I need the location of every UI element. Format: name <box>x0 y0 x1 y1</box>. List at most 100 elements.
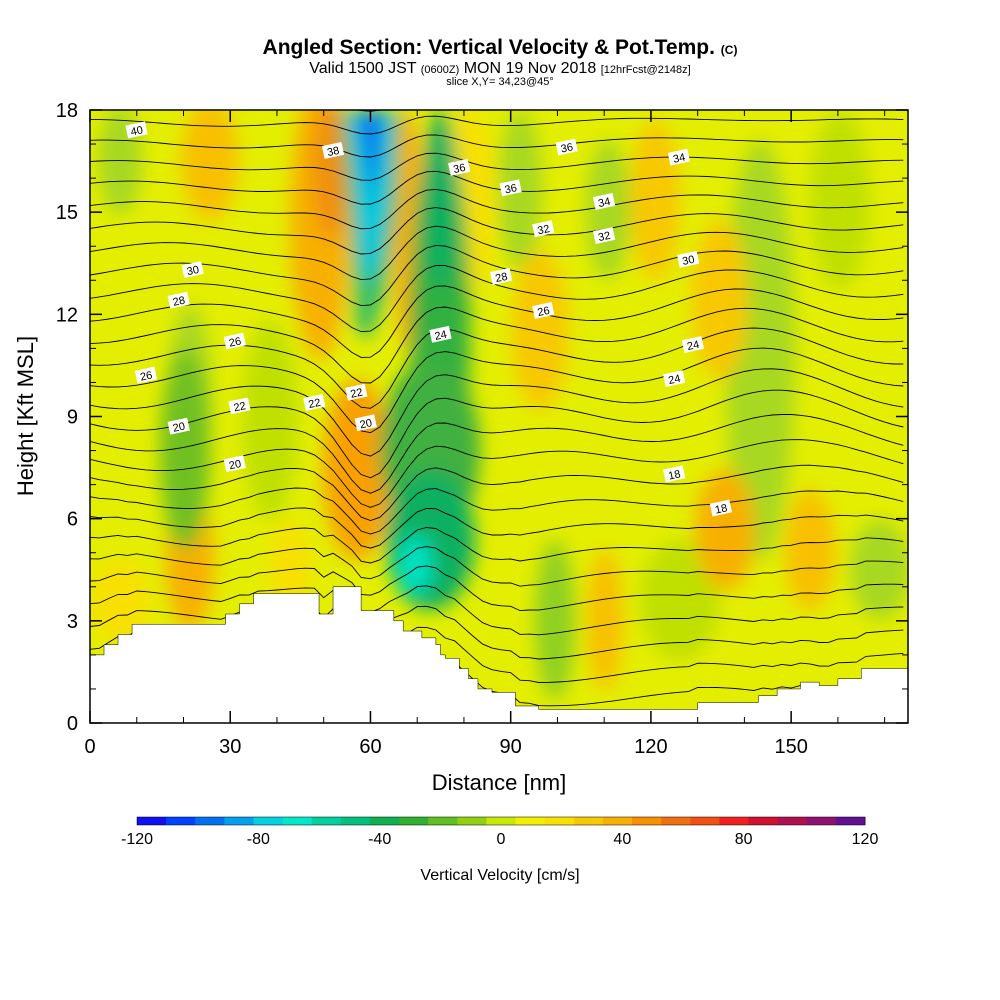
y-tick-label: 0 <box>67 713 78 735</box>
contour-label: 20 <box>354 414 377 432</box>
contour-label-bg <box>490 267 513 285</box>
colorbar-swatch <box>195 817 225 825</box>
chart-title-unit: (C) <box>720 43 738 57</box>
y-tick-label: 3 <box>67 611 78 633</box>
contour-label-bg <box>555 138 578 156</box>
theta-contour-line <box>90 546 904 587</box>
contour-label-text: 24 <box>686 339 700 353</box>
contour-label-bg <box>345 383 368 401</box>
contour-label: 36 <box>499 179 522 196</box>
colorbar-swatch <box>282 817 313 825</box>
theta-contour-line <box>90 414 904 494</box>
contour-label-text: 20 <box>172 421 186 435</box>
colorbar-swatch <box>719 817 749 825</box>
contour-label: 26 <box>134 366 158 384</box>
contour-label-text: 32 <box>536 223 550 237</box>
contour-label-bg <box>681 336 705 353</box>
colorbar-tick-label: -120 <box>121 831 153 848</box>
theta-contour-line <box>90 78 903 89</box>
contour-label-text: 28 <box>494 271 508 285</box>
contour-label-bg <box>223 455 246 473</box>
colorbar-swatch <box>486 817 516 825</box>
colorbar-swatch <box>544 817 575 825</box>
contour-label-bg <box>532 220 555 238</box>
theta-contour-line <box>90 134 904 158</box>
theta-contour-line <box>90 527 904 564</box>
contour-label-text: 40 <box>130 124 144 138</box>
contour-label: 22 <box>303 393 326 411</box>
contour-label-text: 18 <box>714 502 728 516</box>
colorbar-tick-label: -40 <box>368 831 391 848</box>
valid-date: MON 19 Nov 2018 <box>463 60 597 77</box>
terrain-mask <box>90 586 908 723</box>
x-tick-label: 60 <box>359 736 381 758</box>
colorbar-tick-label: 80 <box>735 831 753 848</box>
colorbar: -120 -80 -40 0 40 80 120 <box>121 816 879 848</box>
contour-label-bg <box>532 301 555 319</box>
contour-label-bg <box>181 261 204 279</box>
theta-contour-line <box>90 57 903 66</box>
y-tick-label: 9 <box>67 407 78 429</box>
theta-contour-line <box>90 464 904 521</box>
colorbar-swatch <box>428 817 458 825</box>
contour-label: 24 <box>663 370 686 387</box>
contour-label: 36 <box>448 158 471 176</box>
slice-info: slice X,Y= 34,23@45° <box>446 76 554 88</box>
colorbar-swatch <box>690 817 720 825</box>
contour-label-bg <box>354 414 377 432</box>
contour-label-text: 34 <box>597 196 611 210</box>
colorbar-tick-label: 40 <box>613 831 631 848</box>
contour-label-text: 18 <box>667 468 681 482</box>
contour-label-text: 26 <box>139 369 153 383</box>
x-tick-label: 0 <box>84 736 95 758</box>
colorbar-tick-label: 120 <box>852 831 879 848</box>
colorbar-tick-label: 0 <box>497 831 506 848</box>
colorbar-swatch <box>806 817 837 825</box>
contour-label-text: 24 <box>667 373 681 387</box>
theta-contour-line <box>90 565 904 612</box>
contour-label-text: 26 <box>536 305 550 319</box>
contour-label: 32 <box>592 227 616 244</box>
chart-title: Angled Section: Vertical Velocity & Pot.… <box>0 36 1000 60</box>
contour-labels: 40 36 38 36 34 36 34 32 32 30 30 28 28 26 26 24 24 26 24 22… <box>125 121 733 517</box>
contour-label-bg <box>321 141 345 159</box>
contour-label: 18 <box>709 499 733 517</box>
contour-label: 28 <box>490 267 513 285</box>
theta-contour-line <box>90 207 904 255</box>
contour-label-bg <box>663 465 686 483</box>
theta-contour-line <box>90 285 904 358</box>
contour-label-bg <box>592 192 616 210</box>
theta-contour-line <box>90 170 904 205</box>
contour-label-text: 36 <box>560 141 574 155</box>
contour-label: 34 <box>592 192 616 210</box>
contour-label: 30 <box>181 261 204 279</box>
x-tick-label: 120 <box>634 736 667 758</box>
colorbar-swatch <box>661 817 691 825</box>
contour-label-bg <box>592 227 616 244</box>
contour-label-text: 20 <box>228 458 242 472</box>
contour-label-bg <box>223 332 246 350</box>
contour-label-text: 28 <box>172 295 186 309</box>
y-axis-label: Height [Kft MSL] <box>13 336 38 496</box>
theta-contour-line <box>90 306 904 384</box>
colorbar-swatch <box>632 817 662 825</box>
theta-contour-line <box>90 264 904 333</box>
y-tick-label: 15 <box>56 202 78 224</box>
theta-contour-line <box>90 368 904 457</box>
contour-label-text: 22 <box>307 397 321 411</box>
contour-label-bg <box>448 158 471 176</box>
contour-label-text: 36 <box>504 182 518 196</box>
contour-label: 24 <box>681 336 705 353</box>
contour-label-bg <box>667 148 691 166</box>
contour-label: 22 <box>345 383 368 401</box>
theta-contour-line <box>90 188 904 230</box>
colorbar-swatch <box>748 817 779 825</box>
colorbar-swatch <box>777 817 808 825</box>
contour-label: 36 <box>555 138 578 156</box>
theta-contours <box>90 57 904 707</box>
contour-label: 20 <box>167 417 190 435</box>
colorbar-swatch <box>224 817 254 825</box>
theta-contour-line <box>90 507 904 549</box>
contour-label-text: 22 <box>233 400 247 414</box>
